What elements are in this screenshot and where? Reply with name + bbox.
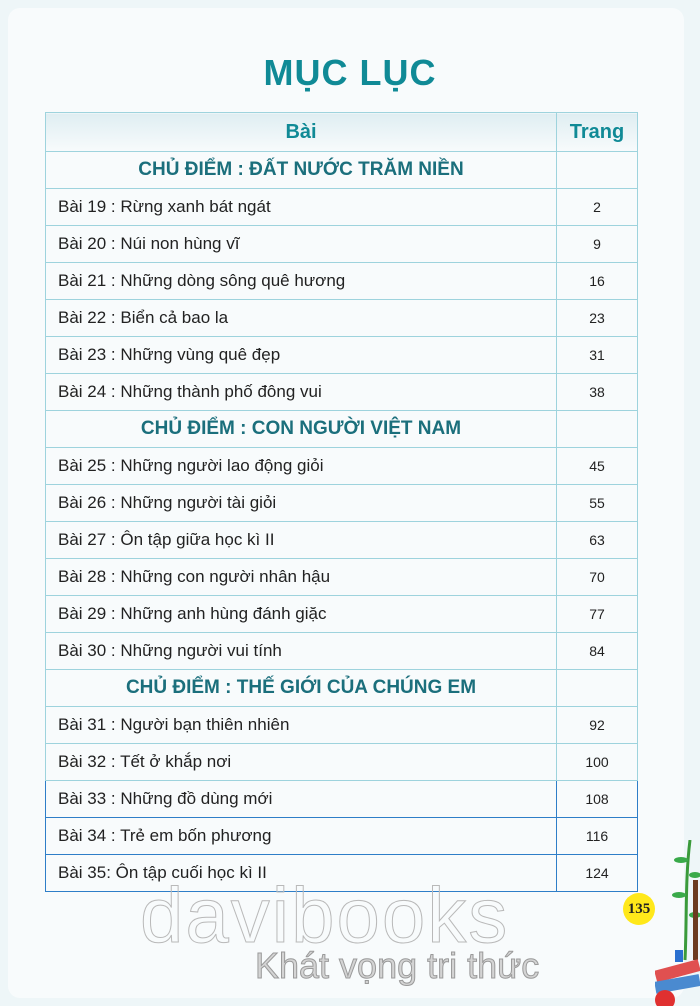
lesson-title: Bài 32 : Tết ở khắp nơi — [45, 743, 557, 781]
table-row: Bài 27 : Ôn tập giữa học kì II 63 — [45, 521, 638, 559]
page-title: MỤC LỤC — [263, 52, 437, 93]
table-row: Bài 33 : Những đồ dùng mới 108 — [45, 780, 638, 818]
page-number: 16 — [556, 262, 638, 300]
page-number: 63 — [556, 521, 638, 559]
watermark-brand: davibooks — [139, 871, 510, 960]
lesson-title: Bài 22 : Biển cả bao la — [45, 299, 557, 337]
empty-cell — [556, 410, 638, 448]
table-row: Bài 19 : Rừng xanh bát ngát 2 — [45, 188, 638, 226]
lesson-title: Bài 28 : Những con người nhân hậu — [45, 558, 557, 596]
page-number: 92 — [556, 706, 638, 744]
table-row: Bài 26 : Những người tài giỏi 55 — [45, 484, 638, 522]
table-row: Bài 29 : Những anh hùng đánh giặc 77 — [45, 595, 638, 633]
page-number: 9 — [556, 225, 638, 263]
page-number: 84 — [556, 632, 638, 670]
header-page: Trang — [556, 112, 638, 152]
section-title: CHỦ ĐIỂM : ĐẤT NƯỚC TRĂM NIỀN — [45, 151, 557, 189]
empty-cell — [556, 669, 638, 707]
table-row: Bài 31 : Người bạn thiên nhiên 92 — [45, 706, 638, 744]
table-row: Bài 34 : Trẻ em bốn phương 116 — [45, 817, 638, 855]
table-row: Bài 20 : Núi non hùng vĩ 9 — [45, 225, 638, 263]
table-row: Bài 24 : Những thành phố đông vui 38 — [45, 373, 638, 411]
lesson-title: Bài 35: Ôn tập cuối học kì II — [45, 854, 557, 892]
section-row: CHỦ ĐIỂM : THẾ GIỚI CỦA CHÚNG EM — [45, 669, 638, 707]
page-number-badge: 135 — [623, 893, 655, 925]
page-number: 45 — [556, 447, 638, 485]
lesson-title: Bài 34 : Trẻ em bốn phương — [45, 817, 557, 855]
lesson-title: Bài 31 : Người bạn thiên nhiên — [45, 706, 557, 744]
section-row: CHỦ ĐIỂM : CON NGƯỜI VIỆT NAM — [45, 410, 638, 448]
lesson-title: Bài 19 : Rừng xanh bát ngát — [45, 188, 557, 226]
section-title: CHỦ ĐIỂM : CON NGƯỜI VIỆT NAM — [45, 410, 557, 448]
page-number: 77 — [556, 595, 638, 633]
table-header: Bài Trang — [45, 112, 638, 152]
lesson-title: Bài 26 : Những người tài giỏi — [45, 484, 557, 522]
table-row: Bài 35: Ôn tập cuối học kì II 124 — [45, 854, 638, 892]
page-number: 31 — [556, 336, 638, 374]
section-row: CHỦ ĐIỂM : ĐẤT NƯỚC TRĂM NIỀN — [45, 151, 638, 189]
lesson-title: Bài 29 : Những anh hùng đánh giặc — [45, 595, 557, 633]
page-number: 108 — [556, 780, 638, 818]
table-row: Bài 32 : Tết ở khắp nơi 100 — [45, 743, 638, 781]
page-number: 116 — [556, 817, 638, 855]
books-plant-decoration-icon — [655, 840, 700, 1006]
page-number: 23 — [556, 299, 638, 337]
lesson-title: Bài 21 : Những dòng sông quê hương — [45, 262, 557, 300]
lesson-title: Bài 33 : Những đồ dùng mới — [45, 780, 557, 818]
page-number: 100 — [556, 743, 638, 781]
watermark-tagline: Khát vọng tri thức — [254, 945, 540, 987]
lesson-title: Bài 27 : Ôn tập giữa học kì II — [45, 521, 557, 559]
table-of-contents: Bài Trang CHỦ ĐIỂM : ĐẤT NƯỚC TRĂM NIỀN B… — [45, 112, 638, 892]
page-number: 70 — [556, 558, 638, 596]
lesson-title: Bài 24 : Những thành phố đông vui — [45, 373, 557, 411]
table-row: Bài 30 : Những người vui tính 84 — [45, 632, 638, 670]
table-row: Bài 21 : Những dòng sông quê hương 16 — [45, 262, 638, 300]
header-lesson: Bài — [45, 112, 557, 152]
table-row: Bài 28 : Những con người nhân hậu 70 — [45, 558, 638, 596]
page-number: 38 — [556, 373, 638, 411]
lesson-title: Bài 30 : Những người vui tính — [45, 632, 557, 670]
empty-cell — [556, 151, 638, 189]
table-row: Bài 25 : Những người lao động giỏi 45 — [45, 447, 638, 485]
table-row: Bài 23 : Những vùng quê đẹp 31 — [45, 336, 638, 374]
page-number: 55 — [556, 484, 638, 522]
lesson-title: Bài 23 : Những vùng quê đẹp — [45, 336, 557, 374]
page-number: 124 — [556, 854, 638, 892]
lesson-title: Bài 25 : Những người lao động giỏi — [45, 447, 557, 485]
page-number: 2 — [556, 188, 638, 226]
lesson-title: Bài 20 : Núi non hùng vĩ — [45, 225, 557, 263]
section-title: CHỦ ĐIỂM : THẾ GIỚI CỦA CHÚNG EM — [45, 669, 557, 707]
table-row: Bài 22 : Biển cả bao la 23 — [45, 299, 638, 337]
